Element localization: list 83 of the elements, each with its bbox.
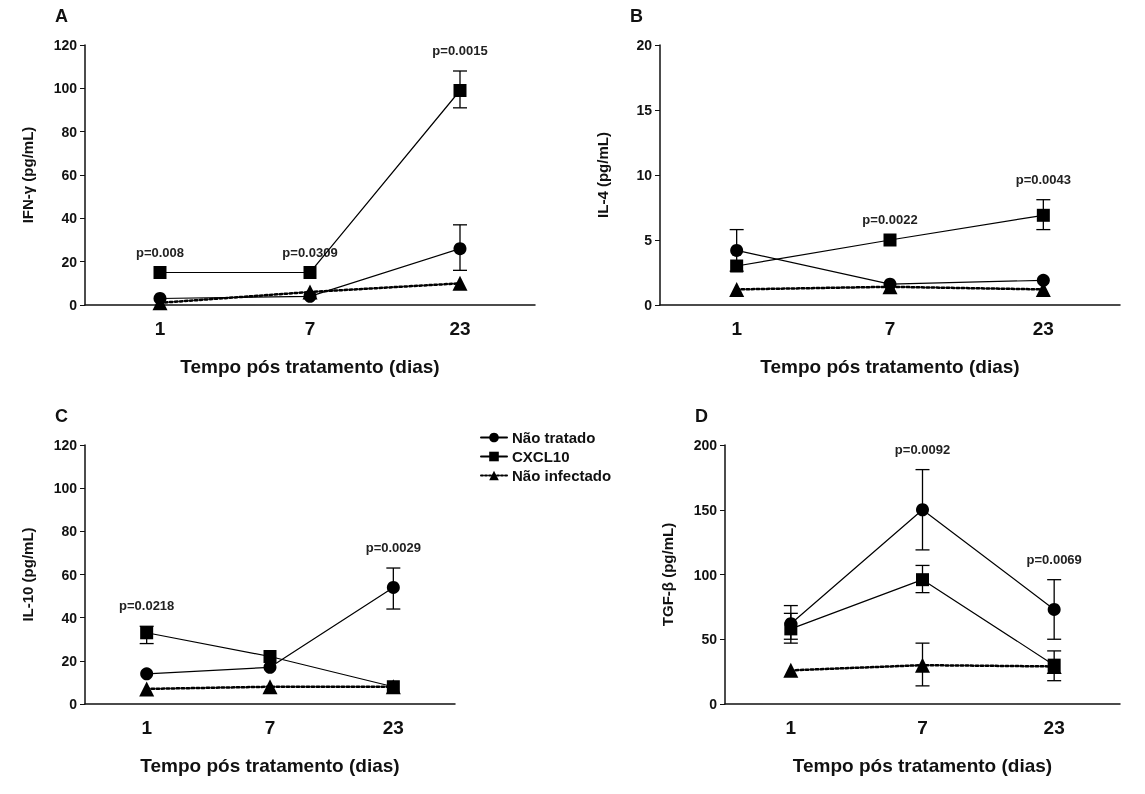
y-tick-label: 120 [53,437,78,453]
y-tick-label: 80 [61,523,78,540]
y-tick-label: 100 [693,566,718,583]
point [730,243,744,257]
legend-label: Não tratado [512,429,596,446]
x-axis-title: Tempo pós tratamento (dias) [760,356,1020,377]
point [784,622,798,636]
point [1047,602,1061,616]
y-axis-title: IFN-γ (pg/mL) [19,126,36,224]
annotation: p=0.0029 [365,540,421,556]
point [1036,208,1050,222]
annotation: p=0.0069 [1026,551,1082,567]
point [453,84,467,97]
y-tick-label: 0 [644,297,653,313]
x-tick-label: 23 [1032,318,1054,339]
point [263,650,277,664]
x-tick-label: 1 [731,318,743,339]
point [153,266,167,279]
chart-title: C [55,406,68,426]
x-tick-label: 23 [1043,717,1065,738]
legend-label: Não infectado [512,467,612,484]
annotation: p=0.0218 [119,598,175,614]
y-tick-label: 10 [636,167,653,183]
y-tick-label: 20 [636,37,653,53]
y-tick-label: 0 [69,696,78,712]
y-tick-label: 5 [644,232,653,248]
chart-title: D [695,406,708,426]
point [783,662,799,678]
y-axis-title: TGF-β (pg/mL) [659,522,676,627]
x-tick-label: 1 [141,717,153,738]
point [729,281,745,297]
annotation: p=0.008 [135,244,185,260]
x-tick-label: 23 [382,717,404,738]
point [730,259,744,273]
x-tick-label: 7 [304,318,316,339]
annotation: p=0.0092 [894,441,951,457]
y-tick-label: 20 [61,652,78,669]
annotation: p=0.0043 [1015,171,1071,187]
point [452,275,468,291]
chart-title: B [630,6,643,26]
annotation: p=0.0015 [432,43,488,58]
point [303,266,317,279]
x-tick-label: 7 [884,318,896,339]
point [916,573,929,587]
y-tick-label: 40 [61,609,78,626]
point [302,284,318,300]
x-axis-title: Tempo pós tratamento (dias) [792,755,1053,776]
legend-label: CXCL10 [512,448,570,465]
y-tick-label: 0 [69,297,78,313]
y-axis-title: IL-4 (pg/mL) [594,132,611,218]
y-tick-label: 120 [53,37,78,53]
point [453,242,467,256]
y-axis-title: IL-10 (pg/mL) [19,527,36,622]
point [915,657,930,673]
chart-title: A [55,6,68,26]
x-tick-label: 7 [264,717,276,738]
point [1036,273,1050,287]
point [140,626,154,640]
y-tick-label: 100 [53,80,78,97]
y-tick-label: 100 [53,480,78,497]
x-tick-label: 23 [449,318,471,339]
x-axis-title: Tempo pós tratamento (dias) [180,356,440,377]
x-tick-label: 1 [785,717,797,738]
y-tick-label: 60 [61,167,78,183]
x-axis-title: Tempo pós tratamento (dias) [140,755,400,776]
y-tick-label: 20 [61,253,78,270]
point [140,667,154,681]
x-tick-label: 7 [917,717,928,738]
y-tick-label: 60 [61,566,78,583]
y-tick-label: 15 [636,102,653,118]
y-tick-label: 0 [709,696,718,712]
point [916,503,929,517]
point [883,233,897,247]
annotation: p=0.0022 [862,212,918,227]
y-tick-label: 50 [701,631,718,648]
y-tick-label: 150 [693,501,718,518]
y-tick-label: 80 [61,123,78,140]
y-tick-label: 200 [693,437,718,453]
y-tick-label: 40 [61,210,78,227]
x-tick-label: 1 [154,318,166,339]
point [386,580,400,594]
point [139,681,155,697]
point [262,679,278,695]
